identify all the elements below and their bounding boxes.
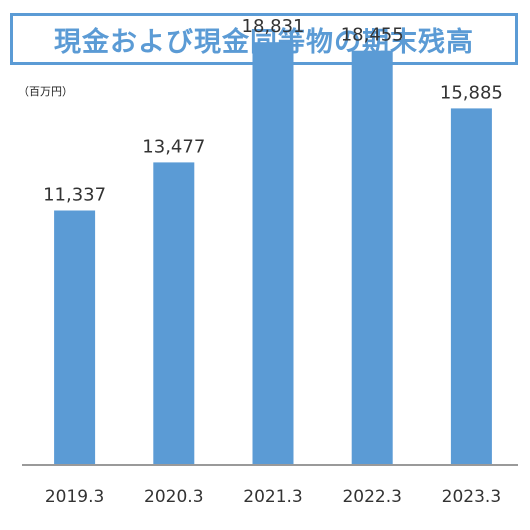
data-label-2020.3: 13,477 (142, 136, 205, 157)
x-tick-label-2022.3: 2022.3 (342, 487, 401, 507)
x-tick-label-2023.3: 2023.3 (442, 487, 501, 507)
bar-2022.3 (351, 50, 393, 465)
x-tick-label-2021.3: 2021.3 (243, 487, 302, 507)
x-tick-label-2020.3: 2020.3 (144, 487, 203, 507)
bar-2023.3 (450, 108, 492, 466)
bar-2019.3 (54, 210, 96, 465)
data-label-2023.3: 15,885 (440, 82, 503, 103)
data-label-2019.3: 11,337 (43, 185, 106, 206)
data-label-2022.3: 18,455 (341, 25, 404, 46)
unit-label: （百万円） (18, 85, 73, 98)
data-label-2021.3: 18,831 (242, 16, 305, 37)
x-tick-label-2019.3: 2019.3 (45, 487, 104, 507)
bar-2020.3 (153, 162, 195, 465)
bar-2021.3 (252, 42, 294, 465)
